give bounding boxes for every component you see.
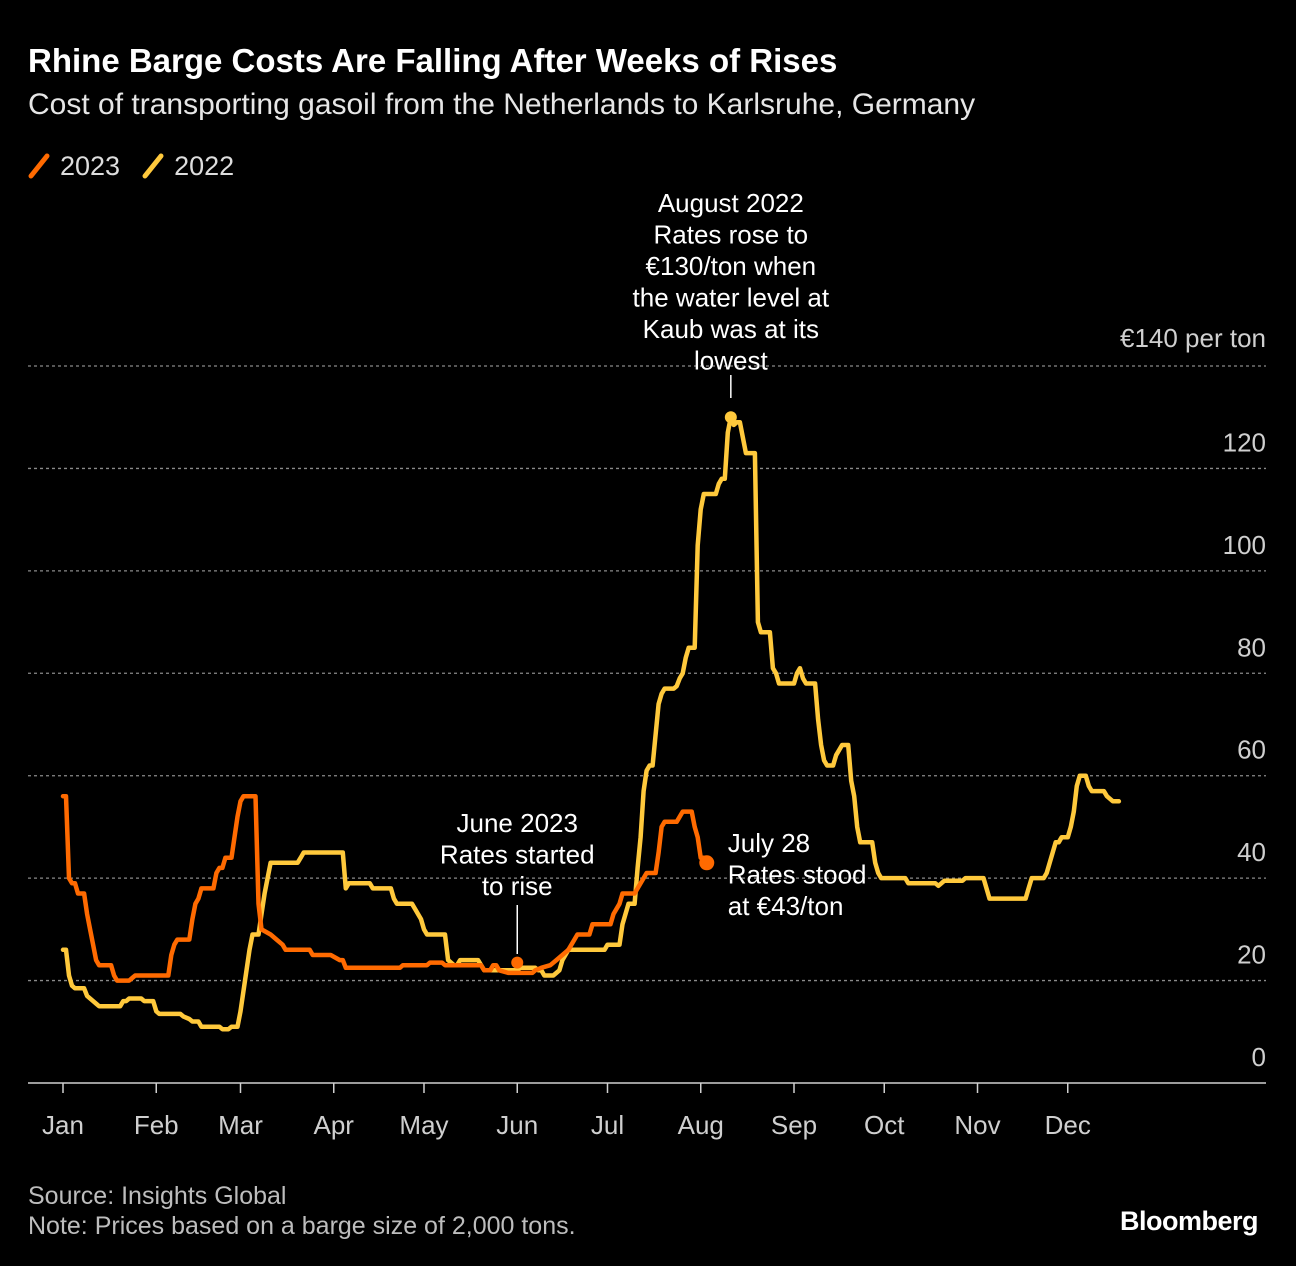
legend-item-2022: 2022 — [142, 151, 234, 182]
x-tick-label-apr: Apr — [314, 1110, 355, 1140]
annotation-text-1-line-1: Rates started — [440, 840, 595, 870]
annotation-marker-0 — [724, 411, 737, 424]
annotation-text-0-line-0: August 2022 — [658, 188, 804, 218]
x-tick-label-aug: Aug — [678, 1110, 724, 1140]
legend-label-2022: 2022 — [174, 150, 235, 181]
annotation-text-1-line-0: June 2023 — [457, 808, 578, 838]
annotation-text-1-line-2: to rise — [482, 871, 553, 901]
x-axis: Jan Feb Mar Apr May Jun Jul Aug Sep Oct Nov Dec — [28, 1082, 1266, 1140]
legend-item-2023: 2023 — [28, 151, 120, 182]
y-tick-label-40: 40 — [1237, 837, 1266, 867]
y-tick-label-0: 0 — [1252, 1042, 1266, 1072]
annotation-text-0-line-5: lowest — [694, 346, 768, 376]
y-axis: 0 20 40 60 80 100 120 €140 per ton — [1120, 323, 1266, 1072]
annotation-text-2-line-1: Rates stood — [728, 860, 867, 890]
brand-logo: Bloomberg — [1119, 1206, 1259, 1236]
annotation-text-0-line-1: Rates rose to — [654, 220, 809, 250]
annotation-text-2-line-2: at €43/ton — [728, 891, 844, 921]
annotation-text-0-line-4: Kaub was at its — [643, 314, 819, 344]
footnote: Note: Prices based on a barge size of 2,… — [28, 1212, 576, 1240]
chart-subtitle: Cost of transporting gasoil from the Net… — [28, 88, 976, 121]
y-tick-label-20: 20 — [1237, 940, 1266, 970]
y-tick-label-80: 80 — [1237, 632, 1266, 662]
annotation-marker-1 — [511, 956, 524, 969]
source-note: Source: Insights Global — [28, 1182, 287, 1210]
y-tick-label-120: 120 — [1223, 427, 1266, 457]
x-tick-label-feb: Feb — [134, 1110, 179, 1140]
x-tick-label-dec: Dec — [1045, 1110, 1091, 1140]
y-tick-label-100: 100 — [1223, 530, 1266, 560]
x-tick-label-may: May — [399, 1110, 448, 1140]
annotation-text-2-line-0: July 28 — [728, 828, 810, 858]
legend: 2023 2022 — [28, 148, 234, 184]
legend-label-2023: 2023 — [60, 150, 121, 181]
y-tick-label-140: €140 per ton — [1120, 323, 1266, 353]
legend-swatch-2022 — [142, 153, 164, 179]
x-tick-label-sep: Sep — [771, 1110, 817, 1140]
series-line-2022 — [60, 414, 1122, 1032]
x-tick-label-nov: Nov — [954, 1110, 1000, 1140]
series-lines — [60, 414, 1122, 1032]
x-tick-label-mar: Mar — [218, 1110, 263, 1140]
x-tick-label-jun: Jun — [496, 1110, 538, 1140]
annotation-marker-2 — [699, 855, 715, 871]
x-tick-label-oct: Oct — [864, 1110, 905, 1140]
series-line-2023 — [60, 793, 710, 983]
chart-title: Rhine Barge Costs Are Falling After Week… — [28, 42, 838, 79]
annotation-text-0-line-3: the water level at — [633, 283, 830, 313]
legend-swatch-2023 — [28, 153, 50, 179]
x-tick-label-jan: Jan — [42, 1110, 84, 1140]
annotation-text-0-line-2: €130/ton when — [646, 251, 817, 281]
gridlines — [28, 365, 1266, 982]
x-tick-label-jul: Jul — [591, 1110, 624, 1140]
y-tick-label-60: 60 — [1237, 735, 1266, 765]
